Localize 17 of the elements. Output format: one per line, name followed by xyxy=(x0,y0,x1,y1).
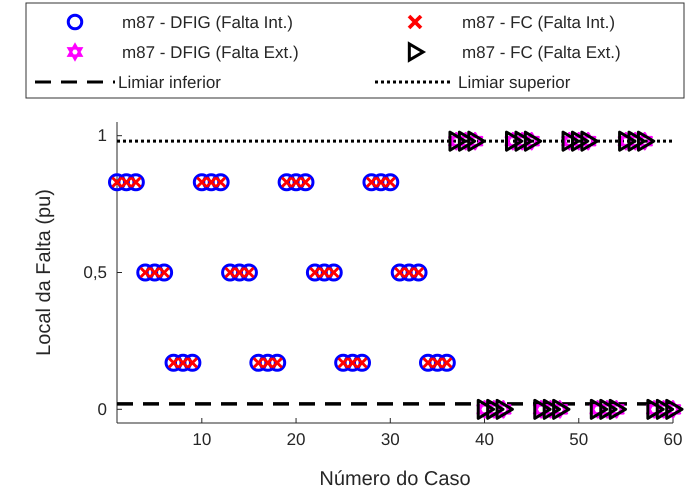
x-tick-label: 60 xyxy=(664,430,682,450)
legend-label: m87 - FC (Falta Int.) xyxy=(462,13,616,32)
y-tick-label: 1 xyxy=(98,126,107,146)
legend-label: m87 - DFIG (Falta Int.) xyxy=(122,13,293,32)
y-tick-label: 0,5 xyxy=(83,262,107,282)
y-tick-label: 0 xyxy=(98,400,107,419)
x-tick-label: 20 xyxy=(286,430,306,450)
legend-label: m87 - DFIG (Falta Ext.) xyxy=(122,43,299,62)
legend-label: Limiar inferior xyxy=(118,73,222,92)
x-tick-label: 10 xyxy=(192,430,212,450)
x-tick-label: 40 xyxy=(475,430,494,450)
legend-label: Limiar superior xyxy=(458,73,571,92)
y-axis-title: Local da Falta (pu) xyxy=(33,189,55,356)
x-axis-title: Número do Caso xyxy=(319,468,471,490)
legend-label: m87 - FC (Falta Ext.) xyxy=(462,43,621,62)
x-tick-label: 30 xyxy=(380,430,400,450)
x-tick-label: 50 xyxy=(569,430,588,450)
